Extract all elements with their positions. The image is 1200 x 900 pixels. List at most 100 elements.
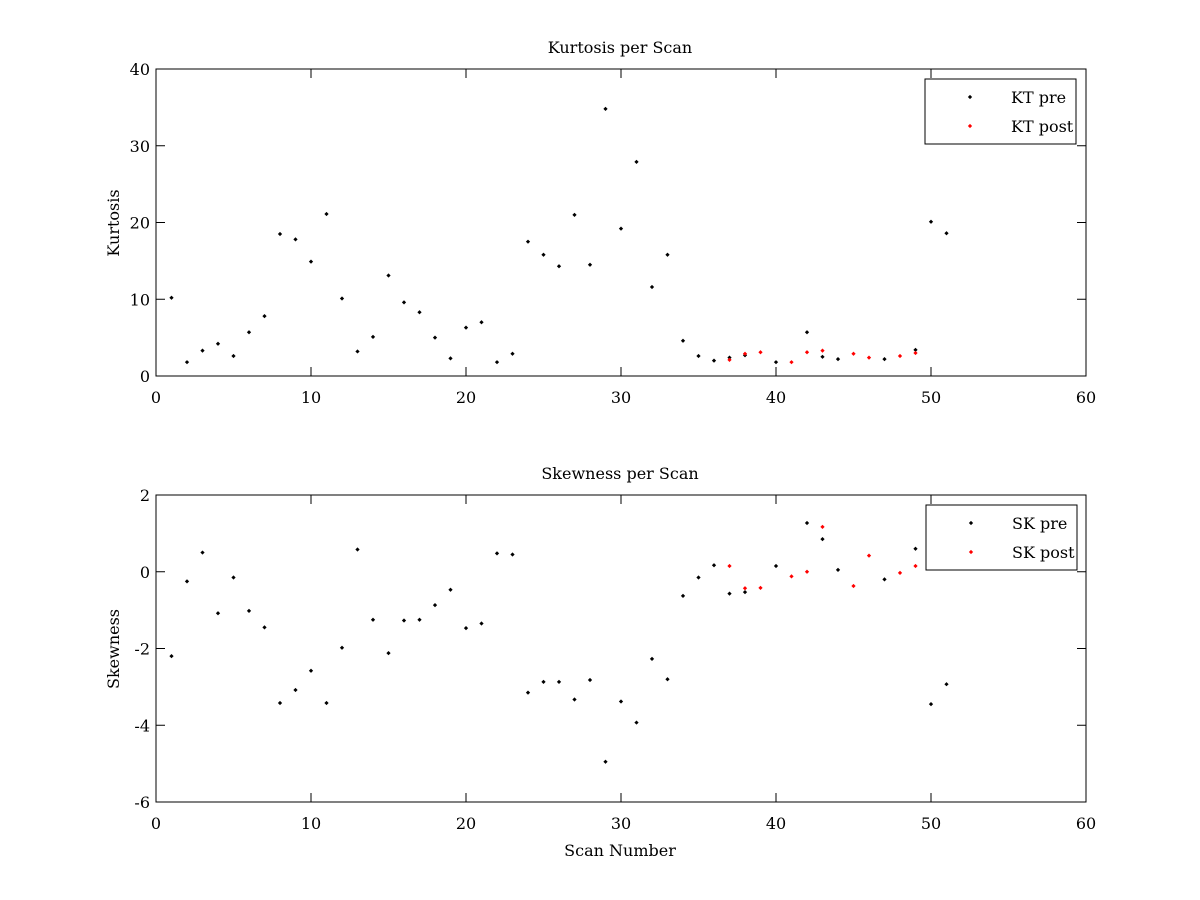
kurtosis-point-kt-pre	[246, 330, 252, 335]
skewness-subplot: Skewness per Scan Skewness Scan Number 0…	[104, 464, 1096, 860]
kurtosis-point-kt-pre	[680, 338, 686, 343]
skewness-point-sk-pre	[603, 759, 608, 764]
kurtosis-x-tick-label: 20	[456, 388, 476, 407]
skewness-point-sk-pre	[448, 587, 453, 592]
skewness-x-axis-label: Scan Number	[564, 841, 676, 860]
skewness-x-tick-label: 60	[1076, 814, 1096, 833]
skewness-point-sk-pre	[835, 567, 841, 572]
kurtosis-point-kt-pre	[448, 356, 453, 361]
skewness-point-sk-pre	[463, 626, 469, 631]
skewness-y-tick-label: -2	[134, 640, 150, 659]
skewness-point-sk-pre	[417, 617, 422, 622]
skewness-point-sk-pre	[696, 575, 701, 580]
skewness-point-sk-pre	[277, 700, 283, 706]
kurtosis-point-kt-pre	[293, 237, 298, 242]
kurtosis-x-tick-label: 40	[766, 388, 786, 407]
skewness-point-sk-pre	[649, 656, 655, 661]
kurtosis-point-kt-pre	[556, 264, 562, 269]
skewness-point-sk-pre	[727, 591, 732, 596]
kurtosis-point-kt-post	[804, 350, 810, 355]
kurtosis-point-kt-post	[820, 348, 825, 353]
skewness-point-sk-pre	[913, 546, 918, 551]
kurtosis-point-kt-pre	[479, 320, 484, 325]
skewness-point-sk-pre	[231, 575, 236, 580]
skewness-point-sk-pre	[215, 611, 221, 616]
kurtosis-y-tick-label: 10	[130, 290, 150, 309]
kurtosis-point-kt-pre	[417, 310, 422, 315]
kurtosis-point-kt-pre	[618, 226, 624, 231]
skewness-y-tick-label: -6	[134, 793, 150, 812]
skewness-point-sk-pre	[494, 551, 500, 556]
kurtosis-point-kt-post	[851, 351, 856, 356]
skewness-point-sk-post	[897, 570, 903, 576]
kurtosis-point-kt-pre	[696, 353, 701, 359]
kurtosis-point-kt-pre	[525, 239, 531, 244]
kurtosis-point-kt-pre	[231, 353, 236, 359]
kurtosis-legend-box	[924, 78, 1077, 145]
kurtosis-point-kt-pre	[510, 351, 515, 356]
skewness-point-sk-pre	[928, 702, 934, 707]
kurtosis-point-kt-post	[897, 353, 903, 359]
skewness-point-sk-pre	[324, 700, 329, 706]
kurtosis-point-kt-pre	[262, 314, 267, 319]
kurtosis-y-tick-label: 30	[130, 137, 150, 156]
skewness-x-tick-label: 10	[301, 814, 321, 833]
skewness-point-sk-pre	[525, 690, 531, 695]
kurtosis-point-kt-post	[866, 355, 872, 360]
kurtosis-point-kt-pre	[727, 355, 732, 360]
skewness-point-sk-pre	[339, 645, 345, 650]
kurtosis-point-kt-pre	[215, 341, 221, 346]
skewness-point-sk-post	[742, 586, 748, 591]
kurtosis-point-kt-pre	[649, 284, 655, 290]
kurtosis-chart-title: Kurtosis per Scan	[548, 38, 692, 57]
skewness-point-sk-pre	[370, 617, 376, 622]
kurtosis-point-kt-pre	[711, 358, 717, 363]
kurtosis-point-kt-pre	[634, 159, 639, 164]
skewness-legend-marker-sk-post	[968, 549, 974, 555]
kurtosis-point-kt-pre	[370, 334, 376, 339]
kurtosis-point-kt-pre	[432, 335, 438, 340]
kurtosis-point-kt-pre	[339, 296, 345, 301]
kurtosis-point-kt-pre	[820, 354, 825, 359]
skewness-point-sk-pre	[882, 577, 887, 582]
kurtosis-point-kt-pre	[169, 295, 174, 300]
kurtosis-point-kt-pre	[386, 273, 391, 278]
kurtosis-point-kt-pre	[835, 356, 841, 362]
skewness-x-tick-label: 30	[611, 814, 631, 833]
kurtosis-point-kt-pre	[944, 231, 949, 236]
skewness-y-tick-label: 2	[140, 486, 150, 505]
skewness-point-sk-pre	[944, 682, 949, 687]
skewness-point-sk-pre	[634, 720, 639, 725]
skewness-point-sk-pre	[618, 699, 624, 704]
skewness-legend-label-sk-pre: SK pre	[1012, 514, 1067, 533]
kurtosis-point-kt-pre	[308, 259, 314, 264]
kurtosis-point-kt-pre	[773, 360, 779, 365]
skewness-point-sk-pre	[510, 552, 515, 557]
skewness-y-tick-label: -4	[134, 716, 150, 735]
skewness-point-sk-pre	[680, 593, 686, 599]
skewness-point-sk-pre	[386, 650, 391, 656]
kurtosis-legend-label-kt-pre: KT pre	[1011, 88, 1066, 107]
skewness-point-sk-pre	[355, 547, 360, 552]
skewness-chart-title: Skewness per Scan	[541, 464, 698, 483]
kurtosis-point-kt-pre	[494, 360, 500, 365]
skewness-legend-label-sk-post: SK post	[1012, 543, 1075, 562]
kurtosis-point-kt-pre	[277, 231, 283, 237]
kurtosis-point-kt-pre	[572, 212, 577, 217]
skewness-point-sk-pre	[742, 589, 748, 595]
skewness-point-sk-pre	[262, 625, 267, 630]
kurtosis-x-tick-label: 50	[921, 388, 941, 407]
skewness-x-tick-label: 0	[151, 814, 161, 833]
kurtosis-x-tick-label: 10	[301, 388, 321, 407]
skewness-point-sk-pre	[184, 579, 190, 584]
kurtosis-legend-label-kt-post: KT post	[1011, 117, 1074, 136]
kurtosis-x-tick-label: 0	[151, 388, 161, 407]
kurtosis-point-kt-pre	[355, 349, 360, 354]
skewness-point-sk-pre	[169, 654, 174, 659]
skewness-point-sk-pre	[246, 608, 252, 614]
kurtosis-point-kt-pre	[882, 356, 887, 362]
skewness-point-sk-post	[913, 563, 918, 569]
skewness-legend-marker-sk-pre	[968, 520, 974, 526]
skewness-point-sk-post	[866, 553, 872, 558]
kurtosis-point-kt-pre	[913, 347, 918, 353]
